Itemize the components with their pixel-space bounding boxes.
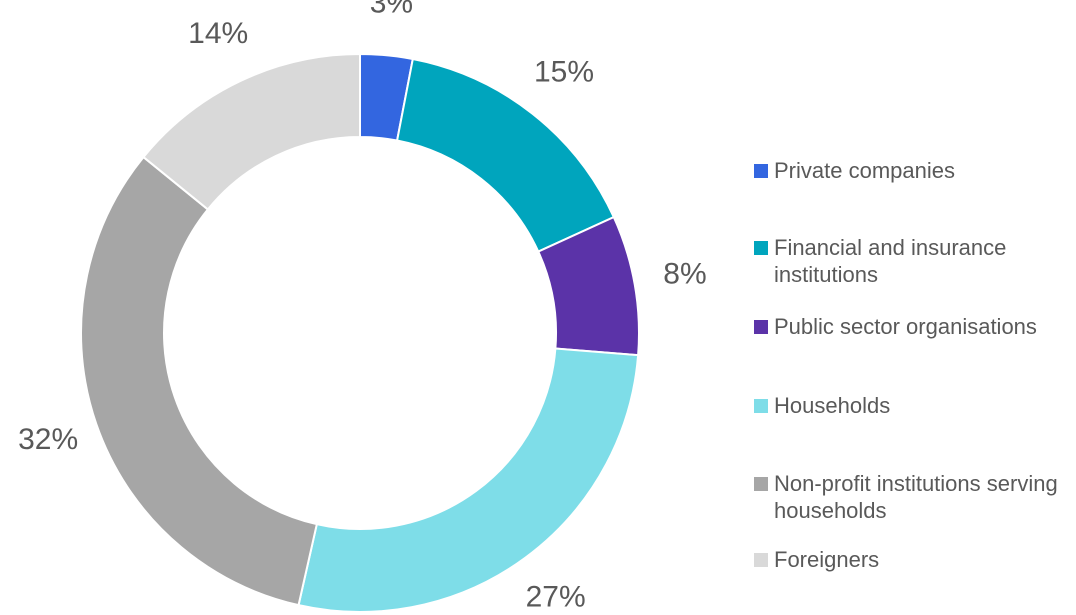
slice <box>142 52 361 211</box>
legend-swatch <box>754 553 768 567</box>
data-label: 3% <box>370 0 413 19</box>
legend-label: Non-profit institutions serving househol… <box>774 471 1058 523</box>
slice <box>80 155 319 607</box>
legend-label: Private companies <box>774 158 955 183</box>
legend-swatch <box>754 241 768 255</box>
legend-item: Foreigners <box>752 546 1072 573</box>
data-label: 14% <box>188 17 248 50</box>
legend-swatch <box>754 399 768 413</box>
legend-swatch <box>754 320 768 334</box>
data-label: 15% <box>534 56 594 89</box>
legend-label: Foreigners <box>774 547 880 572</box>
data-label: 32% <box>18 423 78 456</box>
legend-item: Private companies <box>752 157 1072 184</box>
legend-item: Households <box>752 392 1072 419</box>
legend-label: Financial and insurance institutions <box>774 235 1007 287</box>
legend-swatch <box>754 164 768 178</box>
legend-label: Households <box>774 393 891 418</box>
data-label: 27% <box>526 581 586 614</box>
legend-item: Public sector organisations <box>752 313 1072 340</box>
slice <box>297 347 640 613</box>
legend-item: Financial and insurance institutions <box>752 234 1072 288</box>
data-label: 8% <box>663 258 706 291</box>
legend-swatch <box>754 477 768 491</box>
legend-item: Non-profit institutions serving househol… <box>752 470 1072 524</box>
legend-label: Public sector organisations <box>774 314 1037 339</box>
